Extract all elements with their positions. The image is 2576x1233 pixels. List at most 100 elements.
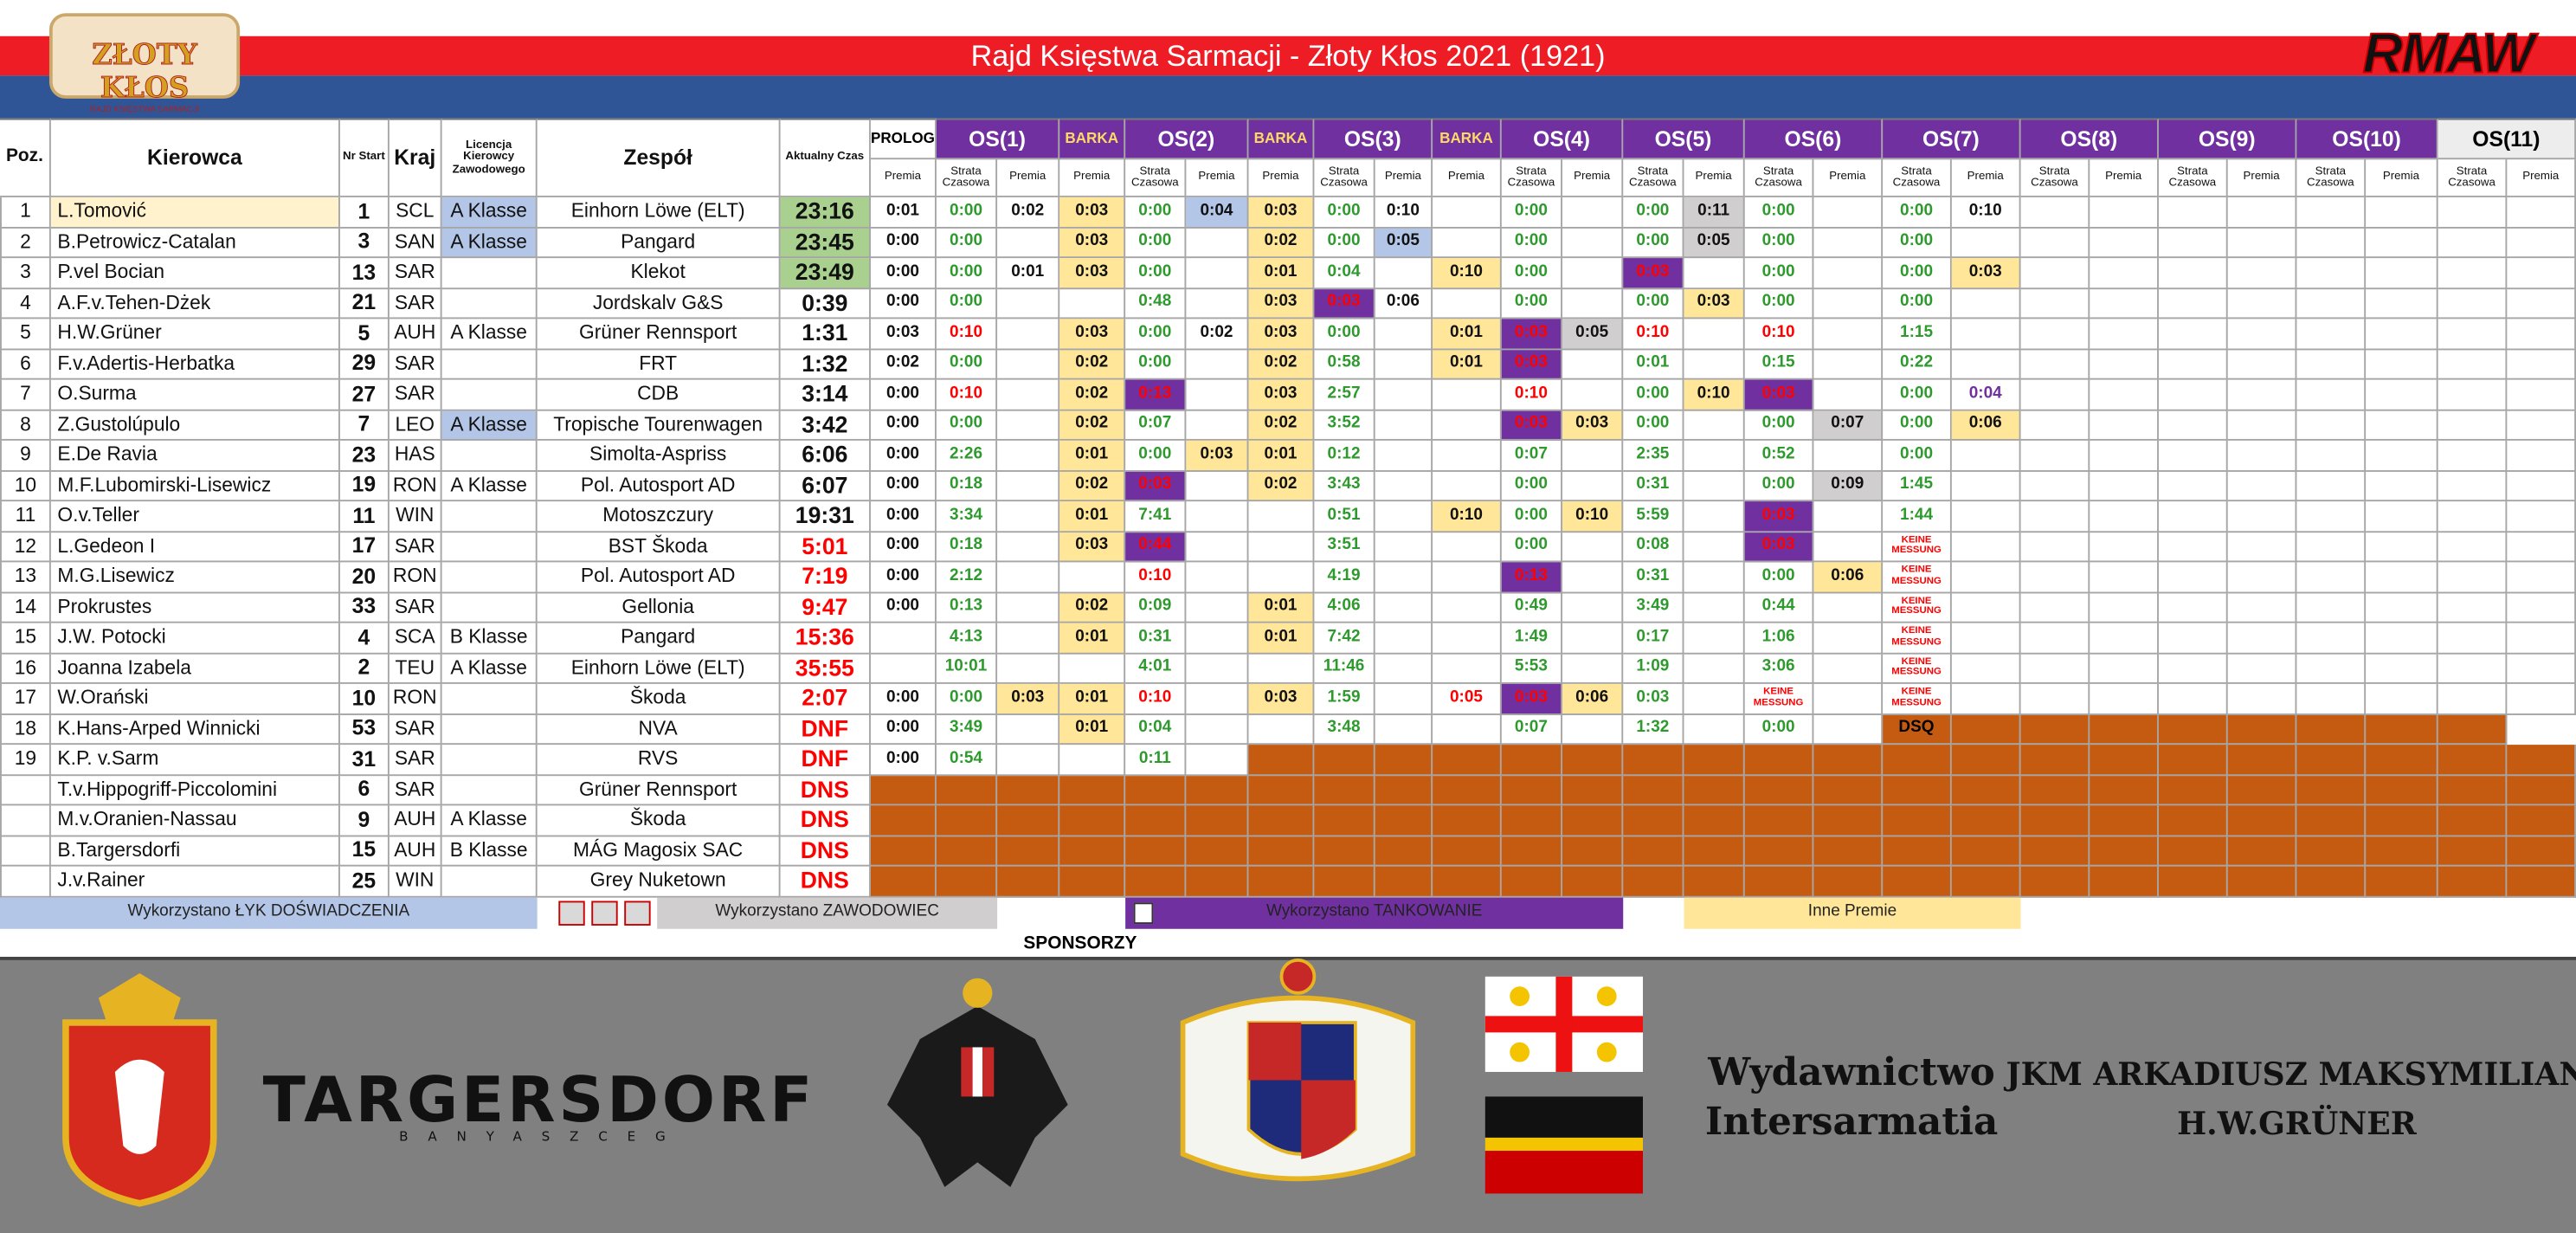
stage-cell: 0:10 bbox=[1744, 319, 1814, 350]
stage-header: OS(10) bbox=[2296, 118, 2438, 160]
stage-cell: 0:52 bbox=[1744, 440, 1814, 471]
stage-cell: 0:00 bbox=[1744, 288, 1814, 320]
stage-cell bbox=[2296, 379, 2367, 410]
stage-cell bbox=[1186, 866, 1249, 897]
stage-cell bbox=[2227, 258, 2297, 289]
stage-cell bbox=[2158, 532, 2228, 563]
stage-cell bbox=[1433, 805, 1502, 836]
cell-team: Škoda bbox=[537, 805, 781, 836]
stage-cell: 3:48 bbox=[1314, 713, 1375, 746]
stage-cell: 0:54 bbox=[936, 745, 998, 776]
cell-country: SAR bbox=[389, 592, 442, 623]
stage-subheader: Strata Czasowa bbox=[2438, 159, 2508, 197]
cell-license: A Klasse bbox=[441, 470, 538, 502]
stage-cell: 0:00 bbox=[1125, 349, 1187, 380]
stage-cell: 0:03 bbox=[1314, 288, 1375, 320]
stage-cell: 1:15 bbox=[1883, 319, 1952, 350]
stage-cell: 0:00 bbox=[1744, 562, 1814, 593]
stage-cell: 0:02 bbox=[1059, 349, 1126, 380]
stage-cell bbox=[2366, 623, 2438, 654]
stage-cell: 0:00 bbox=[870, 258, 937, 289]
stage-cell bbox=[1813, 805, 1884, 836]
stage-subheader: Premia bbox=[1375, 159, 1433, 197]
cell-team: FRT bbox=[537, 349, 781, 380]
stage-header: BARKA bbox=[1433, 118, 1502, 160]
stage-cell bbox=[936, 775, 998, 806]
stage-cell: 0:00 bbox=[1623, 227, 1684, 259]
stage-cell bbox=[997, 592, 1060, 623]
cell-pos: 15 bbox=[0, 623, 51, 654]
stage-header: PROLOG bbox=[870, 118, 937, 160]
stage-cell bbox=[1562, 562, 1624, 593]
stage-subheader: Premia bbox=[2507, 159, 2576, 197]
stage-cell bbox=[997, 805, 1060, 836]
stage-subheader: Premia bbox=[2227, 159, 2297, 197]
stage-header: OS(6) bbox=[1744, 118, 1884, 160]
stage-cell bbox=[2366, 501, 2438, 533]
stage-cell bbox=[1059, 288, 1126, 320]
stage-cell bbox=[936, 805, 998, 836]
cell-driver: B.Petrowicz-Catalan bbox=[50, 227, 340, 259]
stage-cell bbox=[2507, 501, 2576, 533]
cell-driver: Prokrustes bbox=[50, 592, 340, 623]
stage-cell bbox=[2020, 653, 2090, 684]
cell-driver: M.v.Oranien-Nassau bbox=[50, 805, 340, 836]
stage-cell bbox=[1813, 866, 1884, 897]
cell-driver: B.Targersdorfi bbox=[50, 836, 340, 867]
stage-cell: 0:03 bbox=[1059, 319, 1126, 350]
stage-cell bbox=[1433, 653, 1502, 684]
stage-subheader: Premia bbox=[1433, 159, 1502, 197]
cell-time: 23:16 bbox=[780, 197, 871, 228]
stage-cell bbox=[1314, 775, 1375, 806]
cell-pos bbox=[0, 836, 51, 867]
stage-cell: 0:44 bbox=[1125, 532, 1187, 563]
column-header: Nr Start bbox=[339, 118, 390, 197]
stage-cell bbox=[1951, 349, 2021, 380]
stage-cell: 0:03 bbox=[1059, 258, 1126, 289]
stage-cell bbox=[1248, 866, 1315, 897]
stage-cell bbox=[2090, 410, 2159, 441]
stage-cell: 0:03 bbox=[1501, 349, 1562, 380]
legend-item: Inne Premie bbox=[1684, 896, 2021, 928]
stage-cell: 0:13 bbox=[1125, 379, 1187, 410]
stage-cell bbox=[1375, 501, 1433, 533]
cell-nr: 9 bbox=[339, 805, 390, 836]
stage-cell bbox=[2090, 775, 2159, 806]
stage-cell bbox=[2507, 470, 2576, 502]
stage-cell bbox=[1186, 562, 1249, 593]
stage-cell: 0:12 bbox=[1314, 440, 1375, 471]
cell-country: SCA bbox=[389, 623, 442, 654]
stage-cell bbox=[1433, 197, 1502, 228]
flag-top bbox=[1484, 976, 1643, 1072]
stage-cell bbox=[2366, 227, 2438, 259]
cell-license bbox=[441, 258, 538, 289]
cell-nr: 27 bbox=[339, 379, 390, 410]
cell-nr: 11 bbox=[339, 501, 390, 533]
cell-pos: 6 bbox=[0, 349, 51, 380]
stage-cell bbox=[1433, 227, 1502, 259]
cell-license: A Klasse bbox=[441, 805, 538, 836]
stage-cell bbox=[2090, 623, 2159, 654]
stage-cell bbox=[1125, 866, 1187, 897]
cell-driver: O.v.Teller bbox=[50, 501, 340, 533]
cell-driver: O.Surma bbox=[50, 379, 340, 410]
stage-cell: DSQ bbox=[1883, 713, 1952, 746]
stage-cell bbox=[2296, 592, 2367, 623]
stage-cell bbox=[2020, 470, 2090, 502]
title-band bbox=[0, 36, 2576, 76]
stage-cell: 0:00 bbox=[870, 683, 937, 714]
cell-pos: 12 bbox=[0, 532, 51, 563]
column-header: Aktualny Czas bbox=[780, 118, 871, 197]
stage-cell: 0:31 bbox=[1623, 562, 1684, 593]
stage-cell bbox=[2158, 258, 2228, 289]
stage-cell bbox=[1562, 653, 1624, 684]
cell-team: Gellonia bbox=[537, 592, 781, 623]
stage-cell bbox=[2227, 836, 2297, 867]
stage-cell bbox=[870, 836, 937, 867]
stage-cell bbox=[1433, 288, 1502, 320]
stage-cell bbox=[2366, 836, 2438, 867]
stage-cell: 0:10 bbox=[1433, 258, 1502, 289]
stage-cell: 0:58 bbox=[1314, 349, 1375, 380]
cell-country: SAR bbox=[389, 532, 442, 563]
stage-cell: 2:12 bbox=[936, 562, 998, 593]
